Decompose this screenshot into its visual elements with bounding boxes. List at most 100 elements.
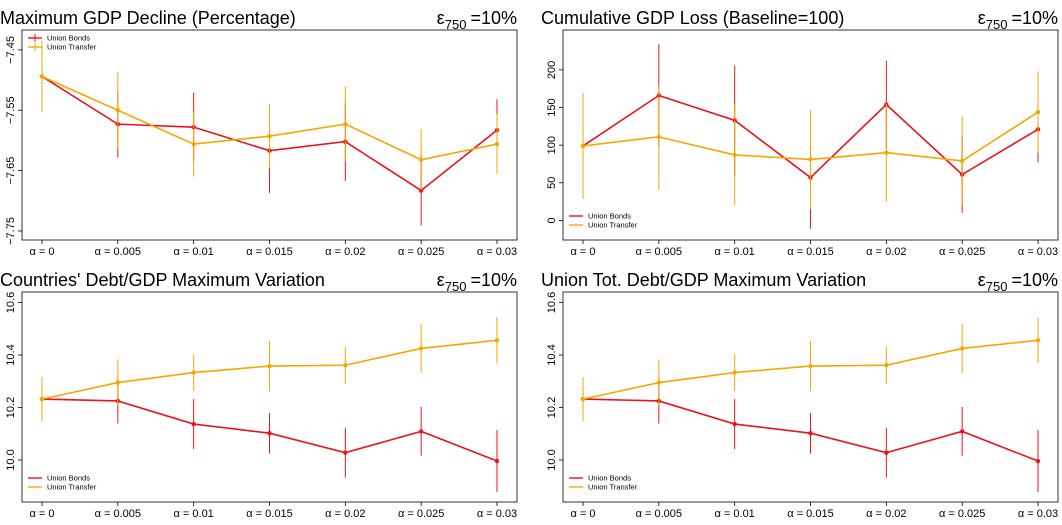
y-tick-label: 200 (546, 61, 558, 79)
point (494, 338, 500, 343)
y-tick-label: 10.2 (5, 397, 17, 418)
point (884, 363, 889, 368)
point (808, 157, 813, 162)
chart-title: Maximum GDP Decline (Percentage) (0, 8, 296, 28)
x-tick-label: α = 0.02 (866, 246, 906, 258)
y-tick-label: 10.2 (546, 397, 558, 418)
plot-frame (562, 291, 1059, 503)
y-tick-label: −7.65 (5, 157, 17, 185)
x-tick-label: α = 0.02 (325, 508, 365, 520)
annotation-subscript: 750 (986, 17, 1008, 32)
annotation-text: =10% (470, 8, 517, 28)
annotation: ε750 =10% (978, 8, 1058, 32)
y-tick-label: 10.0 (5, 449, 17, 470)
annotation-symbol: ε (437, 8, 445, 28)
point (1035, 109, 1041, 115)
x-tick-label: α = 0.005 (636, 508, 682, 520)
point (418, 346, 424, 351)
legend-label: Union Transfer (47, 43, 97, 52)
x-tick-label: α = 0.025 (939, 508, 985, 520)
annotation-subscript: 750 (445, 17, 467, 32)
y-tick-label: 10.4 (546, 344, 558, 365)
x-tick-label: α = 0.025 (398, 508, 444, 520)
panel: Maximum GDP Decline (Percentage) ε750 =10%… (0, 8, 518, 258)
point (1035, 338, 1041, 343)
x-tick-label: α = 0.01 (174, 508, 214, 520)
annotation-symbol: ε (437, 270, 445, 290)
point (884, 450, 889, 455)
x-tick-label: α = 0.005 (95, 246, 141, 258)
legend-label: Union Bonds (47, 34, 90, 43)
y-tick-label: 10.4 (5, 344, 17, 365)
point (808, 431, 813, 436)
point (494, 141, 500, 147)
y-tick-label: 150 (546, 98, 558, 116)
point (191, 141, 196, 147)
point (115, 380, 121, 385)
x-tick-label: α = 0.005 (636, 246, 682, 258)
x-tick-label: α = 0.005 (95, 508, 141, 520)
panel: Union Tot. Debt/GDP Maximum Variation ε75… (541, 270, 1059, 520)
point (732, 370, 737, 375)
point (732, 421, 737, 427)
x-tick-label: α = 0.01 (715, 246, 755, 258)
point (39, 74, 45, 79)
legend-label: Union Transfer (588, 221, 638, 230)
y-tick-label: −7.55 (5, 96, 17, 124)
point (267, 134, 272, 139)
y-tick-label: −7.45 (5, 36, 17, 64)
x-tick-label: α = 0 (570, 246, 595, 258)
y-tick-label: 10.6 (5, 292, 17, 313)
legend-label: Union Bonds (588, 212, 631, 221)
annotation-text: =10% (1011, 270, 1058, 290)
annotation-text: =10% (470, 270, 517, 290)
point (191, 370, 196, 375)
point (343, 363, 348, 368)
annotation-subscript: 750 (986, 279, 1008, 294)
legend-label: Union Transfer (588, 483, 638, 492)
annotation-symbol: ε (978, 8, 986, 28)
x-tick-label: α = 0 (570, 508, 595, 520)
chart-title: Union Tot. Debt/GDP Maximum Variation (541, 270, 866, 290)
point (656, 380, 662, 385)
y-tick-label: 10.0 (546, 449, 558, 470)
annotation-text: =10% (1011, 8, 1058, 28)
legend-label: Union Transfer (47, 483, 97, 492)
point (808, 363, 813, 369)
x-tick-label: α = 0.03 (1018, 508, 1058, 520)
point (732, 152, 737, 158)
point (959, 158, 965, 164)
annotation: ε750 =10% (437, 8, 517, 32)
point (115, 108, 121, 113)
x-tick-label: α = 0.02 (325, 246, 365, 258)
x-tick-label: α = 0.02 (866, 508, 906, 520)
point (267, 363, 272, 369)
point (494, 458, 500, 464)
annotation-symbol: ε (978, 270, 986, 290)
point (343, 450, 348, 455)
y-tick-label: 10.6 (546, 292, 558, 313)
x-tick-label: α = 0 (29, 508, 54, 520)
x-tick-label: α = 0.015 (787, 246, 833, 258)
panel: Cumulative GDP Loss (Baseline=100) ε750 =1… (541, 8, 1059, 258)
x-tick-label: α = 0.025 (939, 246, 985, 258)
point (580, 396, 586, 402)
point (1035, 458, 1041, 464)
panel: Countries' Debt/GDP Maximum Variation ε75… (0, 270, 518, 520)
point (39, 396, 45, 402)
x-tick-label: α = 0.015 (246, 508, 292, 520)
x-tick-label: α = 0.03 (477, 508, 517, 520)
x-tick-label: α = 0.03 (477, 246, 517, 258)
chart-title: Cumulative GDP Loss (Baseline=100) (541, 8, 844, 28)
point (418, 429, 424, 434)
x-tick-label: α = 0.015 (246, 246, 292, 258)
y-tick-label: 50 (546, 177, 558, 189)
legend-label: Union Bonds (47, 474, 90, 483)
point (343, 121, 348, 127)
legend-label: Union Bonds (588, 474, 631, 483)
point (959, 429, 965, 434)
annotation: ε750 =10% (978, 270, 1058, 294)
y-tick-label: 100 (546, 136, 558, 154)
y-tick-label: 0 (546, 217, 558, 223)
